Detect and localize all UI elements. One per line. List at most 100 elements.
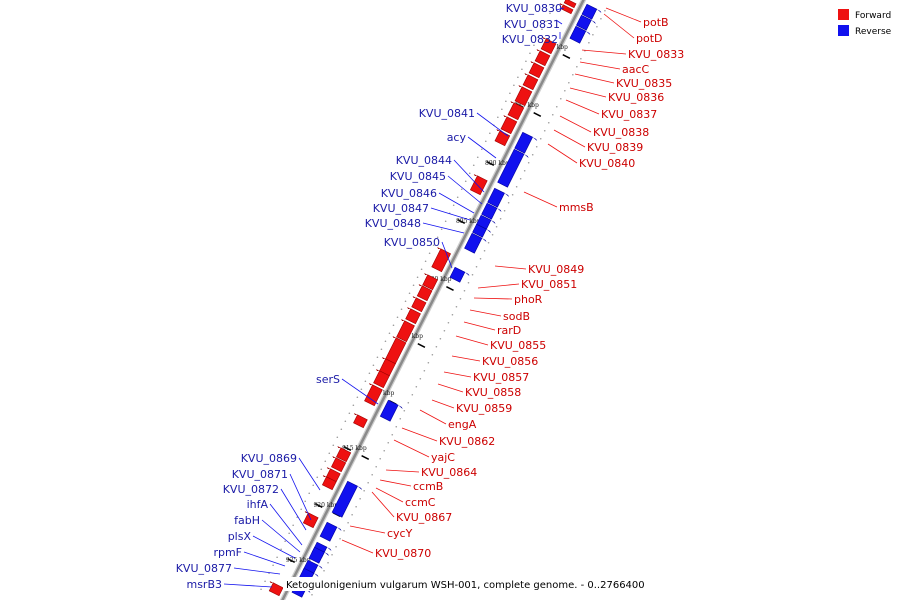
reverse-gene-block[interactable] (308, 546, 325, 564)
forward-gene-block[interactable] (528, 62, 545, 79)
strand-dot (503, 209, 506, 212)
forward-gene-block[interactable] (302, 512, 319, 529)
reverse-gene-block[interactable] (464, 232, 483, 254)
reverse-gene-block[interactable] (331, 480, 358, 518)
reverse-gene-label[interactable]: fabH (234, 514, 260, 527)
forward-gene-label[interactable]: KVU_0859 (456, 402, 512, 415)
reverse-gene-block[interactable] (481, 202, 498, 220)
reverse-gene-label[interactable]: KVU_0877 (176, 562, 232, 575)
reverse-gene-label[interactable]: KVU_0832 (502, 33, 558, 46)
forward-gene-label[interactable]: KVU_0858 (465, 386, 521, 399)
reverse-gene-label[interactable]: KVU_0869 (241, 452, 297, 465)
forward-gene-block[interactable] (494, 130, 511, 147)
reverse-gene-label[interactable]: plsX (228, 530, 252, 543)
forward-gene-block[interactable] (422, 274, 438, 291)
forward-gene-label[interactable]: KVU_0840 (579, 157, 635, 170)
forward-gene-label[interactable]: yajC (431, 451, 455, 464)
tick-mark (486, 161, 495, 166)
forward-gene-block[interactable] (364, 384, 383, 407)
forward-gene-label[interactable]: KVU_0849 (528, 263, 584, 276)
reverse-gene-label[interactable]: KVU_0871 (232, 468, 288, 481)
strand-dot (451, 313, 454, 316)
strand-dot (355, 505, 357, 508)
forward-gene-block[interactable] (500, 116, 518, 135)
reverse-gene-block[interactable] (319, 521, 338, 542)
forward-gene-block[interactable] (373, 370, 390, 389)
strand-dot (383, 449, 386, 452)
forward-gene-label[interactable]: potB (643, 16, 669, 29)
forward-gene-block[interactable] (331, 457, 347, 473)
reverse-gene-label[interactable]: acy (447, 131, 467, 144)
reverse-gene-block[interactable] (569, 25, 587, 44)
reverse-gene-label[interactable]: KVU_0841 (419, 107, 475, 120)
strand-dot (379, 457, 382, 460)
forward-gene-label[interactable]: sodB (503, 310, 530, 323)
forward-gene-label[interactable]: aacC (622, 63, 650, 76)
forward-gene-label[interactable]: rarD (497, 324, 521, 337)
forward-gene-label[interactable]: KVU_0838 (593, 126, 649, 139)
reverse-gene-label[interactable]: KVU_0844 (396, 154, 452, 167)
forward-gene-label[interactable]: KVU_0836 (608, 91, 664, 104)
forward-gene-block[interactable] (411, 297, 427, 313)
forward-gene-block[interactable] (507, 102, 525, 121)
strand-dot (452, 204, 455, 207)
reverse-gene-label[interactable]: ihfA (247, 498, 269, 511)
forward-gene-label[interactable]: ccmC (405, 496, 436, 509)
reverse-gene-label[interactable]: KVU_0831 (504, 18, 560, 31)
reverse-gene-block[interactable] (379, 399, 399, 422)
reverse-gene-label[interactable]: rpmF (213, 546, 242, 559)
forward-gene-label[interactable]: KVU_0856 (482, 355, 538, 368)
forward-gene-block[interactable] (522, 74, 539, 91)
forward-gene-label[interactable]: phoR (514, 293, 543, 306)
tick-label: 885 kbp (514, 102, 539, 109)
forward-gene-block[interactable] (514, 86, 533, 107)
reverse-gene-label[interactable]: KVU_0830 (506, 2, 562, 15)
reverse-gene-block[interactable] (581, 3, 598, 20)
forward-gene-block[interactable] (396, 320, 415, 343)
reverse-gene-label[interactable]: KVU_0848 (365, 217, 421, 230)
reverse-gene-label[interactable]: serS (316, 373, 340, 386)
reverse-gene-block[interactable] (497, 148, 525, 188)
forward-gene-label[interactable]: mmsB (559, 201, 594, 214)
reverse-gene-label[interactable]: msrB3 (186, 578, 222, 591)
forward-gene-block[interactable] (353, 414, 368, 429)
forward-gene-label[interactable]: KVU_0837 (601, 108, 657, 121)
forward-gene-block[interactable] (336, 447, 352, 463)
reverse-leader-line (341, 378, 379, 405)
reverse-gene-block[interactable] (472, 223, 487, 238)
reverse-gene-block[interactable] (576, 14, 592, 31)
forward-gene-label[interactable]: KVU_0870 (375, 547, 431, 560)
reverse-gene-label[interactable]: KVU_0850 (384, 236, 440, 249)
forward-gene-block[interactable] (268, 582, 284, 597)
forward-gene-label[interactable]: KVU_0833 (628, 48, 684, 61)
forward-gene-label[interactable]: potD (636, 32, 663, 45)
reverse-gene-block[interactable] (514, 131, 533, 154)
forward-gene-label[interactable]: KVU_0857 (473, 371, 529, 384)
forward-gene-block[interactable] (405, 308, 421, 325)
forward-gene-label[interactable]: KVU_0864 (421, 466, 477, 479)
forward-gene-label[interactable]: engA (448, 418, 477, 431)
forward-gene-label[interactable]: KVU_0835 (616, 77, 672, 90)
reverse-gene-label[interactable]: KVU_0845 (390, 170, 446, 183)
forward-gene-label[interactable]: KVU_0862 (439, 435, 495, 448)
forward-gene-block[interactable] (431, 248, 452, 273)
reverse-gene-label[interactable]: KVU_0847 (373, 202, 429, 215)
forward-gene-block[interactable] (563, 0, 577, 9)
reverse-gene-label[interactable]: KVU_0872 (223, 483, 279, 496)
forward-gene-label[interactable]: KVU_0851 (521, 278, 577, 291)
forward-gene-block[interactable] (321, 476, 337, 491)
forward-gene-label[interactable]: KVU_0839 (587, 141, 643, 154)
tick-label: 915 kbp (342, 445, 367, 452)
reverse-leader-line (441, 241, 453, 269)
forward-gene-label[interactable]: cycY (387, 527, 413, 540)
forward-gene-label[interactable]: KVU_0855 (490, 339, 546, 352)
reverse-gene-label[interactable]: KVU_0846 (381, 187, 437, 200)
forward-gene-label[interactable]: ccmB (413, 480, 443, 493)
reverse-gene-block[interactable] (449, 266, 466, 283)
forward-gene-label[interactable]: KVU_0867 (396, 511, 452, 524)
forward-gene-block[interactable] (540, 38, 557, 55)
reverse-gene-block[interactable] (487, 187, 505, 208)
forward-gene-block[interactable] (534, 50, 551, 67)
reverse-gene-block-edge (398, 405, 403, 409)
forward-gene-block[interactable] (416, 285, 433, 302)
